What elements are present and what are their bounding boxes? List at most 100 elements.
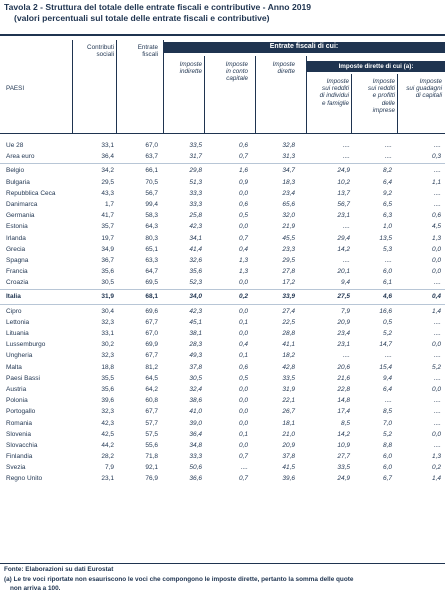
cell-capitale: 0,1 [238,318,248,326]
header-entrate-line2: fiscali [142,51,158,59]
cell-entrate: 99,4 [145,200,158,208]
cell-capitale: 1,3 [238,268,248,276]
header-divider [255,56,256,133]
cell-capitale: 0,7 [238,234,248,242]
bottom-rule [0,563,445,564]
cell-entrate: 67,7 [145,318,158,326]
cell-contributi: 41,7 [101,212,114,220]
cell-entrate: 67,0 [145,142,158,149]
cell-indirette: 36,4 [189,430,202,438]
cell-indirette: 38,6 [189,397,202,405]
cell-contributi: 30,5 [101,279,114,287]
cell-entrate: 69,6 [145,307,158,315]
cell-capitale: 0,4 [238,341,248,349]
cell-dirette: 31,9 [282,385,295,393]
cell-dirette: 21,0 [282,430,295,438]
cell-capitale: 0,9 [238,178,248,186]
cell-contributi: 7,9 [104,464,114,472]
cell-dirette: 41,5 [282,464,295,472]
header-redditi-imprese-line3: e profitti [372,92,395,100]
cell-guadagni-capitali: 0,3 [431,153,441,161]
table-subtitle: (valori percentuali sul totale delle ent… [14,13,270,23]
cell-redditi-imprese: 15,4 [379,363,392,371]
header-entrate-fiscali-di-cui: Entrate fiscali di cui: [163,42,445,53]
cell-redditi-imprese: .... [384,352,392,360]
cell-guadagni-capitali: 0,0 [431,268,441,276]
header-imposte-capitale-line3: capitale [226,75,248,83]
cell-indirette: 29,8 [189,167,202,175]
cell-dirette: 45,5 [282,234,295,242]
cell-indirette: 36,6 [189,475,202,483]
header-divider [72,40,73,133]
cell-dirette: 37,8 [282,453,295,461]
cell-guadagni-capitali: .... [433,167,441,175]
table-row: Ue 28 33,1 67,0 33,5 0,6 32,8............ [0,140,445,151]
country-name: Svezia [6,464,26,472]
cell-entrate: 64,3 [145,223,158,231]
cell-redditi-individui: 20,9 [337,318,350,326]
table-row: Danimarca 1,7 99,4 33,3 0,6 65,6 56,7 6,5.... [0,199,445,210]
country-name: Polonia [6,397,28,405]
table-row: Grecia 34,9 65,1 41,4 0,4 23,3 14,2 5,3 0,0 [0,244,445,255]
cell-guadagni-capitali: 1,4 [431,307,441,315]
cell-capitale: 0,0 [238,385,248,393]
cell-contributi: 35,7 [101,223,114,231]
cell-contributi: 32,3 [101,318,114,326]
cell-dirette: 26,7 [282,408,295,416]
cell-entrate: 71,8 [145,453,158,461]
header-imposte-capitale-line2: in conto [225,68,248,76]
cell-redditi-imprese: 8,5 [382,408,392,416]
cell-guadagni-capitali: 1,4 [431,475,441,483]
cell-redditi-imprese: .... [384,142,392,149]
header-imposte-indirette-line2: indirette [179,68,202,76]
cell-contributi: 33,1 [101,330,114,337]
cell-capitale: 0,0 [238,223,248,231]
table-row: Svezia 7,9 92,1 50,6.... 41,5 33,5 6,0 0,2 [0,462,445,473]
header-divider [351,74,352,133]
cell-capitale: 1,3 [238,256,248,264]
header-paesi: PAESI [6,85,25,92]
cell-contributi: 39,6 [101,397,114,405]
cell-entrate: 76,9 [145,475,158,483]
cell-indirette: 25,8 [189,212,202,220]
header-imposte-dirette-line1: Imposte [272,61,295,68]
cell-guadagni-capitali: 1,1 [431,178,441,186]
cell-indirette: 33,3 [189,189,202,197]
cell-entrate: 66,1 [145,167,158,175]
cell-indirette: 32,6 [189,256,202,264]
cell-capitale: 0,0 [238,397,248,405]
table-row: Slovacchia 44,2 55,6 34,8 0,0 20,9 10,9 8,8.... [0,440,445,451]
cell-dirette: 31,3 [282,153,295,161]
cell-dirette: 32,8 [282,142,295,149]
cell-indirette: 28,3 [189,341,202,349]
cell-dirette: 22,5 [282,318,295,326]
cell-redditi-imprese: 6,0 [382,268,392,276]
table-row: Lituania 33,1 67,0 38,1 0,0 28,8 23,4 5,2.... [0,328,445,339]
cell-contributi: 43,3 [101,189,114,197]
cell-redditi-imprese: 6,4 [382,385,392,393]
footnote-a-line1: (a) Le tre voci riportate non esauriscon… [4,576,354,583]
country-name: Finlandia [6,453,33,461]
cell-dirette: 65,6 [282,200,295,208]
header-redditi-individui-line2: sui redditi [322,85,349,93]
cell-dirette: 23,3 [282,245,295,253]
table-row: Lettonia 32,3 67,7 45,1 0,1 22,5 20,9 0,5.... [0,317,445,328]
cell-contributi: 36,7 [101,256,114,264]
header-redditi-individui: Imposte sui redditi di individui e famig… [306,78,349,107]
cell-contributi: 31,9 [101,293,114,301]
cell-redditi-individui: 20,6 [337,363,350,371]
cell-redditi-imprese: 4,6 [382,293,392,301]
cell-guadagni-capitali: 0,6 [431,212,441,220]
cell-redditi-imprese: 9,4 [382,374,392,382]
country-name: Estonia [6,223,28,231]
cell-guadagni-capitali: 0,0 [431,245,441,253]
cell-indirette: 31,7 [189,153,202,161]
cell-redditi-imprese: 9,2 [382,189,392,197]
country-name: Malta [6,363,22,371]
header-imposte-indirette-line1: Imposte [179,61,202,68]
cell-guadagni-capitali: 1,3 [431,234,441,242]
cell-indirette: 35,6 [189,268,202,276]
table-row: Malta 18,8 81,2 37,8 0,6 42,8 20,6 15,4 5,2 [0,362,445,373]
cell-indirette: 32,4 [189,385,202,393]
footnote-a-cont: non arriva a 100. [10,585,61,592]
